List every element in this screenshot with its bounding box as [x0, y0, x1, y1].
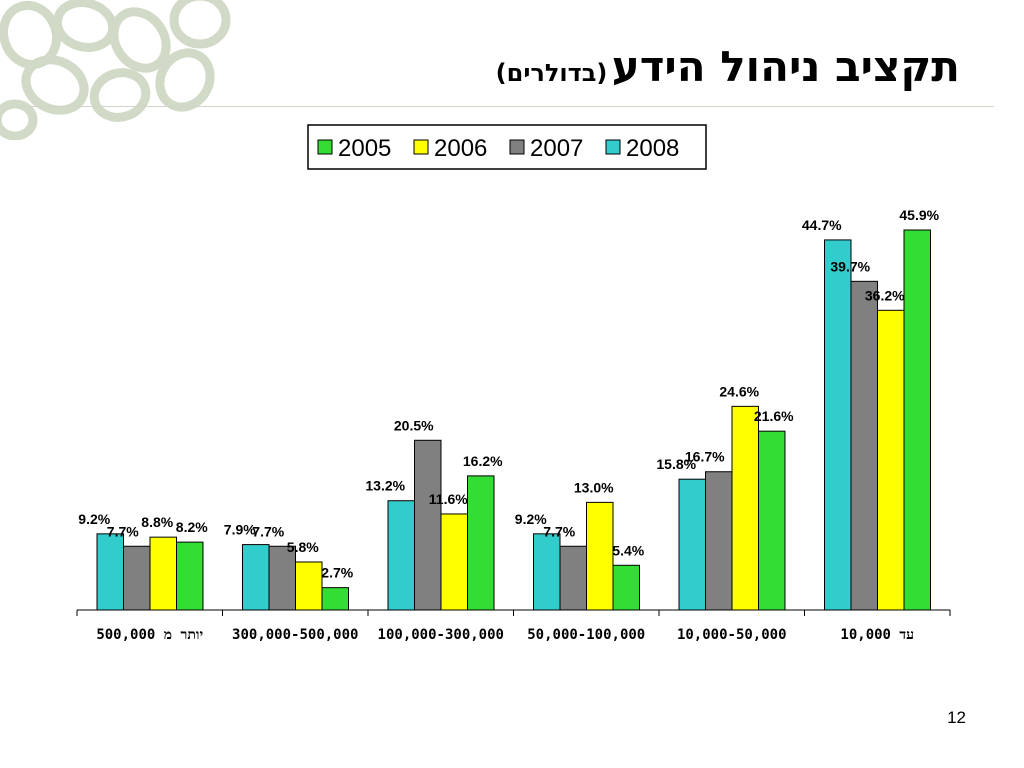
- data-label: 21.6%: [754, 408, 794, 424]
- bar-2006: [440, 513, 468, 611]
- data-label: 13.2%: [365, 478, 405, 494]
- bar-2006: [149, 536, 177, 611]
- legend-label-2007: 2007: [530, 135, 583, 162]
- data-label: 8.2%: [176, 519, 208, 535]
- data-label: 9.2%: [78, 511, 110, 527]
- legend-swatch-2005: [317, 139, 333, 155]
- bar-2008: [242, 544, 270, 611]
- bar-2005: [612, 564, 640, 611]
- x-tick-label: 100,000-300,000: [378, 627, 504, 643]
- data-label: 13.0%: [574, 479, 614, 495]
- bar-2005: [321, 587, 349, 611]
- data-label: 8.8%: [141, 514, 173, 530]
- legend-swatch-2008: [605, 139, 621, 155]
- data-label: 7.7%: [252, 523, 284, 539]
- bar-2006: [731, 405, 759, 611]
- data-label: 15.8%: [656, 456, 696, 472]
- data-label: 5.4%: [612, 542, 644, 558]
- bar-2005: [176, 541, 204, 611]
- title-main: תקציב ניהול הידע: [611, 42, 960, 91]
- data-label: 20.5%: [394, 417, 434, 433]
- data-label: 7.7%: [107, 523, 139, 539]
- bar-2007: [268, 545, 296, 611]
- data-label: 39.7%: [830, 258, 870, 274]
- x-tick-label: 50,000-100,000: [527, 627, 645, 643]
- bar-2008: [678, 478, 706, 611]
- legend-label-2008: 2008: [626, 135, 679, 162]
- bar-2008: [387, 500, 415, 611]
- bar-2008: [533, 533, 561, 611]
- data-label: 24.6%: [719, 383, 759, 399]
- data-label: 9.2%: [515, 511, 547, 527]
- data-label: 16.7%: [685, 449, 725, 465]
- bar-2008: [824, 239, 852, 611]
- bar-2005: [467, 475, 495, 611]
- data-label: 7.7%: [543, 523, 575, 539]
- bar-2005: [758, 430, 786, 611]
- x-tick-label: 300,000-500,000: [232, 627, 358, 643]
- bar-2006: [586, 501, 614, 611]
- bar-2007: [850, 280, 878, 611]
- legend-swatch-2007: [509, 139, 525, 155]
- x-tick-label: עד 10,000: [840, 627, 914, 643]
- legend-box: [307, 124, 707, 170]
- x-tick-label: יותר מ 500,000: [96, 627, 203, 643]
- data-label: 7.9%: [224, 522, 256, 538]
- title-subtitle: (בדולרים): [495, 59, 608, 87]
- bar-2006: [295, 561, 323, 611]
- data-label: 5.8%: [287, 539, 319, 555]
- page-number: 12: [947, 708, 966, 727]
- slide-title: תקציב ניהול הידע (בדולרים): [300, 42, 960, 91]
- legend-swatch-2006: [413, 139, 429, 155]
- bar-2005: [903, 229, 931, 611]
- x-tick-label: 10,000-50,000: [677, 627, 787, 643]
- data-label: 2.7%: [321, 565, 353, 581]
- bar-2007: [705, 471, 733, 611]
- data-label: 36.2%: [865, 287, 905, 303]
- data-label: 11.6%: [429, 491, 468, 507]
- data-label: 44.7%: [802, 217, 842, 233]
- bar-2008: [96, 533, 124, 611]
- title-divider: [30, 106, 994, 107]
- bar-2007: [559, 545, 587, 611]
- legend-label-2005: 2005: [338, 135, 391, 162]
- data-label: 45.9%: [899, 207, 939, 223]
- data-label: 16.2%: [463, 453, 503, 469]
- bar-2007: [123, 545, 151, 611]
- bar-2006: [877, 309, 905, 611]
- bar-2007: [414, 439, 442, 611]
- legend-label-2006: 2006: [434, 135, 487, 162]
